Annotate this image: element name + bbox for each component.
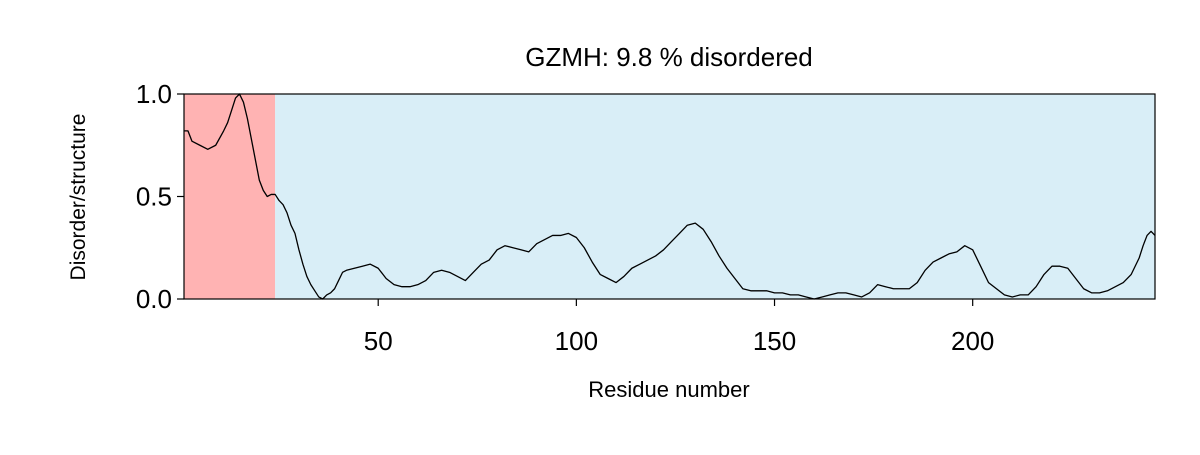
line-layer [184,93,1156,300]
disordered-region [184,94,276,299]
x-tick-label: 150 [753,326,796,356]
x-tick-label: 50 [364,326,393,356]
x-axis-label: Residue number [588,377,749,402]
y-tick-label: 1.0 [136,79,172,109]
y-axis-label: Disorder/structure [67,114,90,281]
x-tick-label: 100 [555,326,598,356]
x-axis: 50 100 150 200 [364,299,994,356]
region-layer [184,94,1155,299]
structured-region [275,94,1155,299]
y-tick-label: 0.5 [136,182,172,212]
y-tick-label: 0.0 [136,284,172,314]
y-axis: 0.0 0.5 1.0 [136,79,184,314]
chart-title: GZMH: 9.8 % disordered [525,42,813,72]
x-tick-label: 200 [951,326,994,356]
disorder-series-line [184,93,1156,300]
